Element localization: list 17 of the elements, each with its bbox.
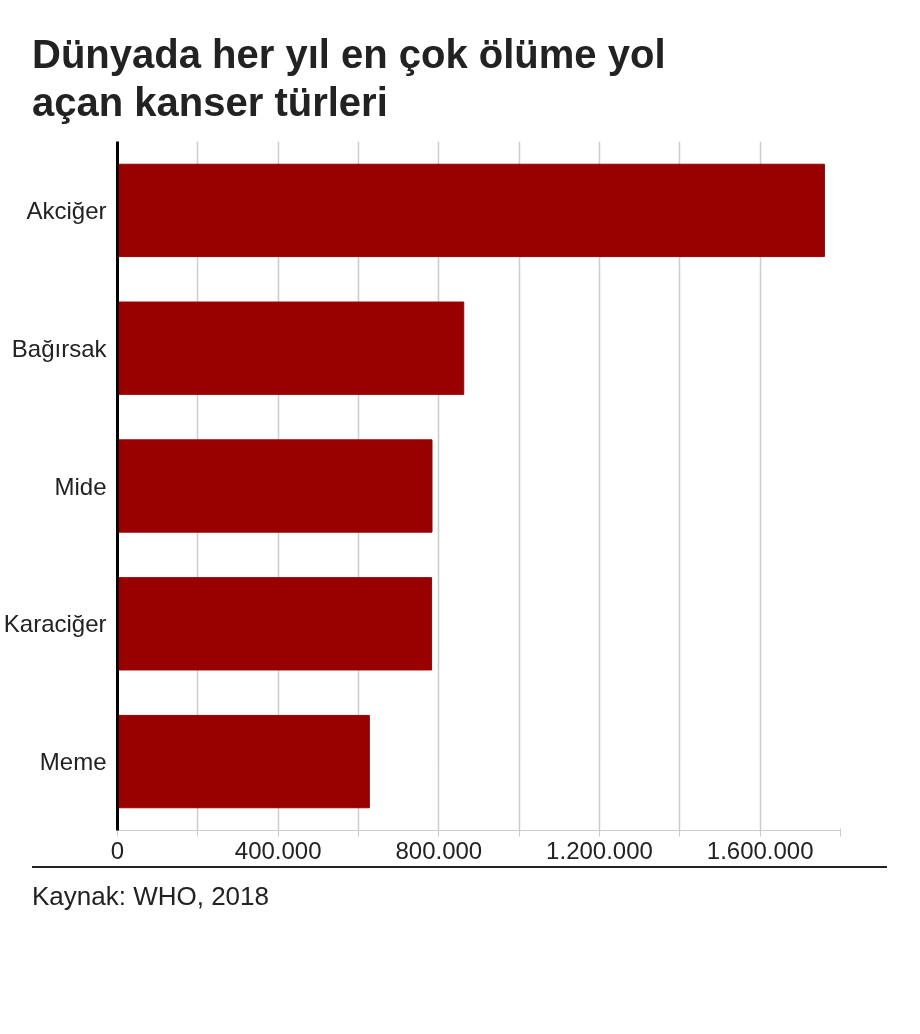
bar — [117, 714, 370, 809]
text: Kaynak: WHO, 2018 — [32, 880, 269, 913]
x-tick-label: 0 — [110, 836, 125, 864]
bar — [117, 301, 465, 395]
bar — [117, 577, 433, 671]
y-tick-label: Mide — [54, 472, 107, 500]
chart-title: Dünyada her yıl en çok ölüme yol açan kanser türleri — [32, 31, 666, 126]
x-tick-label: 800.000 — [395, 836, 483, 864]
x-tick-label: 1.200.000 — [546, 836, 653, 864]
x-tick-label: 1.600.000 — [706, 836, 814, 864]
y-tick-label: Karaciğer — [3, 610, 107, 638]
bar — [117, 163, 825, 258]
y-tick-label: Bağırsak — [11, 334, 108, 362]
y-tick-label: Akciğer — [26, 196, 107, 224]
bar — [117, 439, 433, 533]
x-tick-label: 400.000 — [234, 836, 322, 864]
y-tick-label: Meme — [39, 748, 107, 776]
